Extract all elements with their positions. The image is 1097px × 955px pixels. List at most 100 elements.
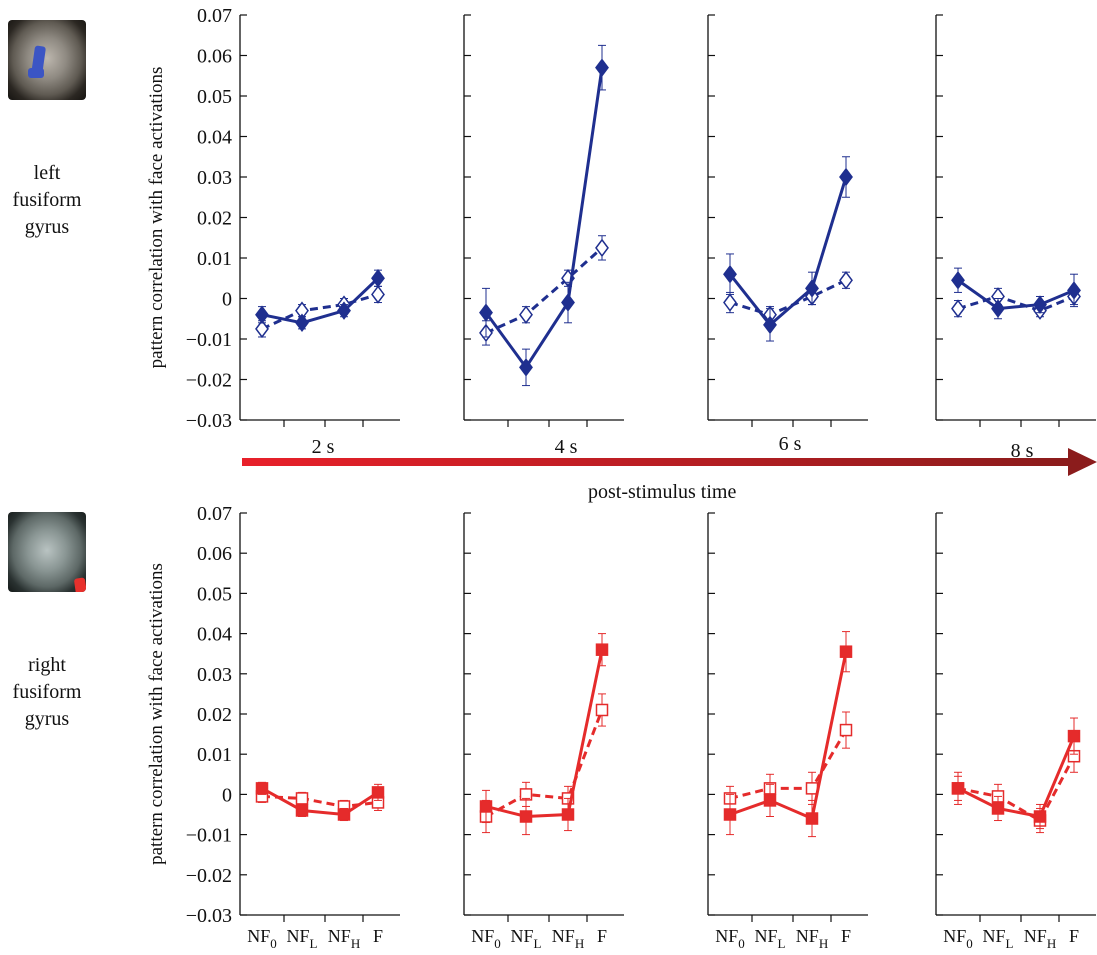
x-category-label: NFL — [511, 926, 542, 951]
time-label: 8 s — [1011, 440, 1034, 462]
time-label: 6 s — [779, 433, 802, 455]
x-category-label: NFL — [755, 926, 786, 951]
data-point-marker — [951, 271, 965, 290]
data-point-marker — [255, 305, 269, 324]
y-tick-label: −0.01 — [186, 825, 232, 847]
y-tick-label: 0.06 — [197, 46, 232, 68]
time-label: 2 s — [312, 436, 335, 458]
data-point-marker — [991, 299, 1005, 318]
solid-series — [479, 44, 609, 387]
dashed-series — [255, 285, 385, 339]
dashed-series — [723, 711, 853, 811]
y-tick-label: 0.07 — [197, 5, 232, 27]
solid-series — [723, 156, 853, 342]
series-line — [485, 246, 603, 335]
series-line — [485, 649, 604, 819]
time-labels: 2 s 4 s 6 s 8 s — [312, 433, 1034, 462]
y-tick-label: 0.05 — [197, 86, 232, 108]
y-tick-label: 0.06 — [197, 543, 232, 565]
data-point-marker — [723, 293, 737, 312]
data-point-marker — [519, 358, 533, 377]
y-axis-label: pattern correlation with face activation… — [146, 563, 167, 865]
panel-1-4 — [935, 14, 1096, 427]
data-point-marker — [255, 319, 269, 339]
region-label-right-line1: right — [28, 654, 66, 676]
y-tick-label: 0.03 — [197, 167, 232, 189]
region-label-right-line3: gyrus — [24, 708, 70, 730]
panel-2-4: NF0 NFL NFH F — [935, 512, 1096, 951]
data-point-marker — [1033, 295, 1047, 314]
data-point-marker — [561, 293, 575, 312]
y-tick-label: −0.02 — [186, 370, 232, 392]
brain-mri-left-roi-icon — [8, 20, 86, 100]
solid-series — [479, 633, 609, 836]
data-point-marker — [991, 802, 1005, 815]
chart-row-2: pattern correlation with face activation… — [146, 503, 1096, 951]
series-line — [957, 755, 1076, 823]
series-line — [957, 279, 1075, 311]
panel-1-3 — [707, 14, 868, 427]
chart-row-1: pattern correlation with face activation… — [146, 5, 1096, 432]
data-point-marker — [595, 703, 609, 717]
y-tick-label: 0.07 — [197, 503, 232, 525]
time-label: 4 s — [555, 436, 578, 458]
data-point-marker — [1033, 810, 1047, 823]
y-tick-label: 0.02 — [197, 208, 232, 230]
data-point-marker — [295, 804, 309, 817]
solid-series — [255, 269, 385, 333]
series-line — [484, 67, 604, 370]
dashed-series — [723, 271, 853, 324]
solid-series — [951, 717, 1081, 830]
dashed-series — [951, 739, 1081, 834]
data-point-marker — [295, 313, 309, 333]
series-line — [729, 651, 848, 821]
data-point-marker — [839, 271, 853, 290]
data-point-marker — [561, 808, 575, 821]
data-point-marker — [255, 782, 269, 795]
panel-1-1 — [239, 14, 400, 427]
data-point-marker — [595, 238, 609, 258]
data-point-marker — [371, 285, 385, 304]
y-tick-label: −0.03 — [186, 905, 232, 927]
series-line — [261, 794, 379, 808]
series-line — [729, 278, 847, 317]
charts-layer: pattern correlation with face activation… — [146, 5, 1096, 951]
data-point-marker — [951, 299, 965, 318]
x-category-label: NF0 — [943, 926, 973, 951]
x-category-label: NFL — [287, 926, 318, 951]
data-point-marker — [337, 301, 351, 320]
y-tick-label: 0.01 — [197, 248, 232, 270]
data-point-marker — [763, 794, 777, 807]
data-point-marker — [595, 643, 609, 656]
data-point-marker — [519, 810, 533, 823]
data-point-marker — [479, 800, 493, 813]
time-arrow — [242, 448, 1097, 476]
series-line — [957, 294, 1075, 313]
region-label-left-line2: fusiform — [12, 189, 82, 211]
data-point-marker — [723, 808, 737, 821]
x-category-label: NF0 — [715, 926, 745, 951]
data-point-marker — [951, 782, 965, 795]
x-category-label: NFH — [328, 926, 360, 951]
data-point-marker — [839, 167, 853, 187]
x-category-label: NFH — [796, 926, 828, 951]
series-line — [261, 787, 379, 817]
y-tick-label: 0.05 — [197, 583, 232, 605]
data-point-marker — [763, 315, 777, 335]
data-point-marker — [839, 645, 853, 658]
y-tick-label: 0.02 — [197, 704, 232, 726]
x-category-label: NF0 — [471, 926, 501, 951]
y-axis-label: pattern correlation with face activation… — [146, 67, 167, 369]
x-category-label: F — [597, 926, 607, 946]
x-category-label: F — [841, 926, 851, 946]
series-line — [957, 735, 1076, 819]
y-tick-label: −0.02 — [186, 865, 232, 887]
data-point-marker — [371, 269, 385, 288]
post-stimulus-time-label: post-stimulus time — [588, 481, 737, 503]
data-point-marker — [595, 58, 609, 77]
data-point-marker — [1067, 729, 1081, 743]
y-tick-label: 0.04 — [197, 624, 232, 646]
panel-1-2 — [463, 14, 624, 427]
region-label-left-line1: left — [33, 162, 61, 184]
solid-series — [951, 267, 1081, 320]
